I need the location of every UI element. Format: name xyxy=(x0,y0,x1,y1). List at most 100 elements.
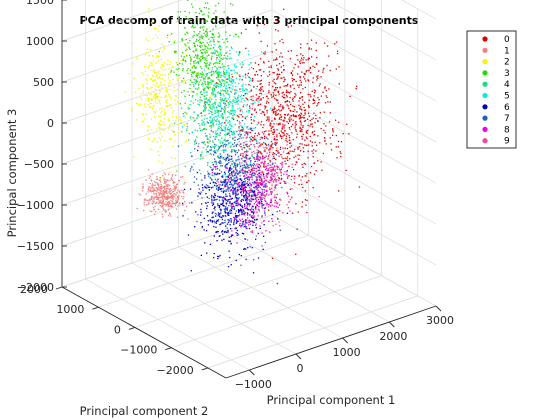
scatter-point-digit-0 xyxy=(266,45,269,47)
scatter-point-digit-6 xyxy=(230,218,232,220)
scatter-point-digit-0 xyxy=(253,137,255,139)
scatter-point-digit-2 xyxy=(184,179,186,182)
scatter-point-digit-6 xyxy=(225,207,227,209)
scatter-point-digit-9 xyxy=(291,196,293,198)
scatter-point-digit-0 xyxy=(287,133,289,135)
scatter-point-digit-0 xyxy=(257,104,259,107)
scatter-point-digit-6 xyxy=(204,175,206,177)
scatter-point-digit-0 xyxy=(298,183,300,186)
scatter-point-digit-7 xyxy=(214,138,216,140)
scatter-point-digit-2 xyxy=(142,73,144,75)
scatter-point-digit-5 xyxy=(230,102,232,104)
scatter-point-digit-7 xyxy=(225,166,227,168)
scatter-point-digit-6 xyxy=(228,240,230,242)
scatter-point-digit-6 xyxy=(236,189,238,191)
scatter-point-digit-0 xyxy=(319,117,321,119)
scatter-point-digit-0 xyxy=(298,100,300,102)
scatter-point-digit-0 xyxy=(276,134,278,136)
scatter-point-digit-6 xyxy=(286,170,288,172)
scatter-point-digit-2 xyxy=(151,140,153,142)
scatter-point-digit-0 xyxy=(273,108,275,110)
scatter-point-digit-0 xyxy=(246,154,248,156)
scatter-point-digit-0 xyxy=(279,122,281,124)
scatter-point-digit-9 xyxy=(240,187,243,190)
scatter-point-digit-5 xyxy=(233,130,235,132)
scatter-point-digit-6 xyxy=(206,215,209,217)
scatter-point-digit-0 xyxy=(299,120,301,123)
scatter-point-digit-0 xyxy=(272,152,275,154)
scatter-point-digit-7 xyxy=(224,173,226,175)
scatter-point-digit-6 xyxy=(218,206,220,209)
scatter-point-digit-7 xyxy=(228,158,230,160)
scatter-point-digit-1 xyxy=(182,191,184,193)
scatter-point-digit-6 xyxy=(229,256,231,259)
scatter-point-digit-3 xyxy=(187,91,189,93)
scatter-point-digit-7 xyxy=(256,154,258,156)
scatter-point-digit-1 xyxy=(171,206,174,208)
scatter-point-digit-1 xyxy=(156,196,159,198)
scatter-point-digit-6 xyxy=(219,254,221,257)
scatter-point-digit-4 xyxy=(214,104,216,106)
scatter-point-digit-4 xyxy=(226,116,229,119)
scatter-point-digit-0 xyxy=(266,95,268,97)
scatter-point-digit-0 xyxy=(295,94,297,96)
scatter-point-digit-3 xyxy=(188,94,190,96)
scatter-point-digit-3 xyxy=(201,45,203,47)
scatter-point-digit-1 xyxy=(149,182,151,185)
scatter-point-digit-6 xyxy=(211,198,213,200)
scatter-point-digit-7 xyxy=(231,151,233,153)
scatter-point-digit-7 xyxy=(253,167,256,169)
scatter-point-digit-5 xyxy=(236,98,238,100)
scatter-point-digit-7 xyxy=(273,155,275,158)
scatter-point-digit-4 xyxy=(201,122,203,125)
scatter-point-digit-2 xyxy=(145,98,147,101)
scatter-point-digit-1 xyxy=(182,189,184,192)
scatter-point-digit-4 xyxy=(214,136,217,138)
scatter-point-digit-3 xyxy=(198,45,201,47)
scatter-point-digit-8 xyxy=(236,193,239,195)
scatter-point-digit-1 xyxy=(163,172,165,174)
scatter-point-digit-0 xyxy=(298,104,300,106)
scatter-point-digit-6 xyxy=(246,171,248,173)
scatter-point-digit-6 xyxy=(224,215,226,217)
scatter-point-digit-7 xyxy=(215,168,217,170)
scatter-point-digit-5 xyxy=(242,75,244,78)
scatter-point-digit-5 xyxy=(214,101,217,104)
legend-marker-5 xyxy=(482,92,488,99)
scatter-point-digit-2 xyxy=(151,79,154,81)
scatter-point-digit-9 xyxy=(269,177,272,179)
scatter-point-digit-5 xyxy=(222,79,224,81)
scatter-point-digit-4 xyxy=(219,142,221,144)
scatter-point-digit-2 xyxy=(175,20,177,23)
scatter-point-digit-5 xyxy=(214,84,216,86)
scatter-point-digit-9 xyxy=(240,137,242,139)
scatter-point-digit-0 xyxy=(300,113,303,115)
scatter-point-digit-6 xyxy=(219,188,221,190)
scatter-point-digit-3 xyxy=(200,42,202,45)
scatter-point-digit-0 xyxy=(272,85,274,88)
scatter-point-digit-6 xyxy=(235,227,237,229)
scatter-point-digit-2 xyxy=(142,86,144,88)
scatter-point-digit-1 xyxy=(166,190,168,192)
scatter-point-digit-0 xyxy=(279,123,281,125)
scatter-point-digit-3 xyxy=(190,79,192,81)
scatter-point-digit-1 xyxy=(166,196,169,198)
scatter-point-digit-0 xyxy=(319,112,321,114)
scatter-point-digit-1 xyxy=(169,213,171,215)
scatter-point-digit-9 xyxy=(254,167,256,170)
scatter-point-digit-7 xyxy=(250,185,253,187)
scatter-point-digit-3 xyxy=(199,45,202,47)
scatter-point-digit-0 xyxy=(285,85,287,87)
scatter-point-digit-4 xyxy=(217,115,220,117)
scatter-point-digit-0 xyxy=(312,102,314,105)
scatter-point-digit-2 xyxy=(140,97,142,99)
scatter-point-digit-9 xyxy=(256,157,258,159)
scatter-point-digit-8 xyxy=(275,197,277,199)
scatter-point-digit-1 xyxy=(151,184,153,186)
scatter-point-digit-2 xyxy=(148,66,150,68)
scatter-point-digit-6 xyxy=(220,210,222,212)
scatter-point-digit-8 xyxy=(253,203,255,205)
scatter-point-digit-2 xyxy=(142,85,144,87)
scatter-point-digit-0 xyxy=(274,179,276,181)
scatter-point-digit-3 xyxy=(213,12,215,14)
